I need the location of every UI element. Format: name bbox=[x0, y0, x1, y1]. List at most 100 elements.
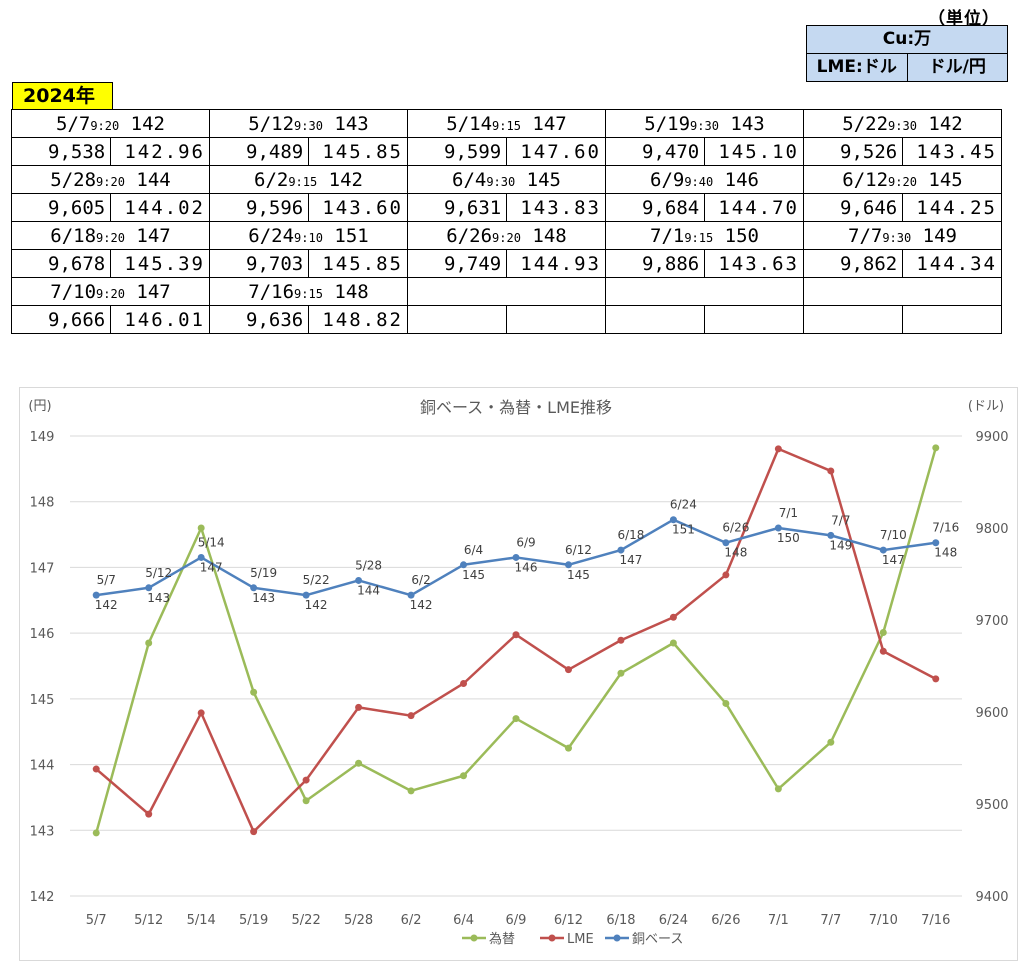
x-tick-label: 7/1 bbox=[768, 913, 789, 928]
data-point bbox=[827, 467, 835, 475]
table-cell-date-base bbox=[803, 277, 1002, 306]
table-row-values: 9,605 144.02 9,596 143.60 9,631 143.83 9,684 14… bbox=[11, 193, 1002, 222]
x-tick-label: 7/16 bbox=[921, 913, 950, 928]
y-left-tick: 149 bbox=[30, 430, 55, 445]
cell-fx: 145.10 bbox=[704, 137, 804, 166]
cell-date: 5/19 bbox=[644, 112, 691, 135]
series-line bbox=[95, 447, 937, 834]
data-point bbox=[197, 524, 205, 532]
table-cell-date-base: 5/289:20 144 bbox=[11, 165, 210, 194]
data-label-value: 149 bbox=[829, 538, 852, 552]
y-left-tick: 144 bbox=[30, 759, 55, 774]
cell-time: 9:20 bbox=[96, 174, 125, 189]
data-point bbox=[617, 636, 625, 644]
cell-time: 9:15 bbox=[492, 118, 521, 133]
data-point bbox=[407, 712, 415, 720]
data-label-value: 150 bbox=[777, 531, 800, 545]
cell-fx: 144.34 bbox=[902, 249, 1002, 278]
cell-date: 5/7 bbox=[56, 112, 91, 135]
data-point bbox=[722, 699, 730, 707]
cell-date: 7/7 bbox=[848, 224, 883, 247]
data-point bbox=[774, 445, 782, 453]
x-tick-label: 6/26 bbox=[711, 913, 740, 928]
data-label-date: 5/22 bbox=[303, 573, 330, 587]
data-point bbox=[932, 444, 940, 452]
cell-fx: 146.01 bbox=[110, 305, 210, 334]
y-right-tick: 9900 bbox=[975, 430, 1008, 445]
cell-base: 147 bbox=[520, 112, 567, 135]
x-tick-label: 7/10 bbox=[869, 913, 898, 928]
data-label-value: 148 bbox=[724, 546, 747, 560]
data-label-value: 148 bbox=[934, 546, 957, 560]
cell-fx: 142.96 bbox=[110, 137, 210, 166]
cell-time: 9:30 bbox=[690, 118, 719, 133]
data-label-value: 142 bbox=[410, 598, 433, 612]
x-tick-label: 6/18 bbox=[606, 913, 635, 928]
data-point bbox=[460, 772, 468, 780]
cell-base: 142 bbox=[916, 112, 963, 135]
cell-time: 9:30 bbox=[888, 118, 917, 133]
table-row-header: 7/109:20 147 7/169:15 148 bbox=[11, 277, 1002, 306]
data-point bbox=[250, 584, 258, 592]
series-line bbox=[95, 447, 937, 833]
price-table: 5/79:20 142 5/129:30 143 5/149:15 147 5/199… bbox=[11, 109, 1002, 334]
data-point bbox=[92, 765, 100, 773]
table-cell-date-base: 5/129:30 143 bbox=[209, 109, 408, 138]
data-point bbox=[617, 546, 625, 554]
data-point bbox=[879, 628, 887, 636]
table-cell-date-base: 6/99:40 146 bbox=[605, 165, 804, 194]
data-point bbox=[879, 546, 887, 554]
data-label-date: 7/10 bbox=[880, 528, 907, 542]
cell-date: 7/10 bbox=[50, 280, 97, 303]
unit-box: Cu:万 LME:ドル ドル/円 bbox=[806, 25, 1008, 82]
cell-time: 9:30 bbox=[486, 174, 516, 189]
cell-date: 7/16 bbox=[248, 280, 295, 303]
data-point bbox=[355, 576, 363, 584]
y-left-tick: 147 bbox=[30, 561, 55, 576]
data-label-date: 5/7 bbox=[97, 573, 116, 587]
cell-time: 9:20 bbox=[90, 118, 120, 133]
cell-lme: 9,631 bbox=[407, 193, 507, 222]
cell-date: 5/28 bbox=[50, 168, 97, 191]
y-left-tick: 142 bbox=[30, 890, 55, 905]
legend-label: LME bbox=[567, 932, 594, 947]
data-point bbox=[250, 688, 258, 696]
cell-time: 9:30 bbox=[294, 118, 323, 133]
cell-fx: 143.83 bbox=[506, 193, 606, 222]
unit-lme: LME:ドル bbox=[807, 54, 908, 81]
cell-lme: 9,703 bbox=[209, 249, 309, 278]
x-tick-label: 5/14 bbox=[187, 913, 216, 928]
data-point bbox=[302, 591, 310, 599]
data-point bbox=[774, 524, 782, 532]
legend-marker bbox=[470, 934, 478, 942]
data-point bbox=[145, 584, 153, 592]
data-point bbox=[669, 613, 677, 621]
data-point bbox=[92, 829, 100, 837]
data-label-value: 143 bbox=[147, 591, 170, 605]
cell-date: 6/9 bbox=[650, 168, 685, 191]
table-row-header: 6/189:20 147 6/249:10 151 6/269:20 148 7/19… bbox=[11, 221, 1002, 250]
cell-lme bbox=[803, 305, 903, 334]
cell-fx bbox=[704, 305, 804, 334]
data-label-value: 142 bbox=[95, 598, 118, 612]
cell-fx bbox=[506, 305, 606, 334]
cell-lme: 9,646 bbox=[803, 193, 903, 222]
cell-fx: 143.45 bbox=[902, 137, 1002, 166]
legend-marker bbox=[613, 934, 621, 942]
cell-fx: 143.60 bbox=[308, 193, 408, 222]
cell-date: 6/12 bbox=[842, 168, 889, 191]
table-cell-date-base: 6/189:20 147 bbox=[11, 221, 210, 250]
cell-base: 143 bbox=[718, 112, 765, 135]
data-point bbox=[827, 738, 835, 746]
data-point bbox=[932, 675, 940, 683]
table-cell-date-base: 7/109:20 147 bbox=[11, 277, 210, 306]
data-label-date: 6/24 bbox=[670, 498, 697, 512]
chart-title: 銅ベース・為替・LME推移 bbox=[420, 398, 612, 417]
cell-fx: 144.93 bbox=[506, 249, 606, 278]
data-point bbox=[145, 639, 153, 647]
cell-date: 7/1 bbox=[650, 224, 685, 247]
data-label-date: 5/12 bbox=[145, 566, 172, 580]
unit-cu: Cu:万 bbox=[807, 26, 1007, 54]
x-tick-label: 5/7 bbox=[86, 913, 107, 928]
cell-base: 150 bbox=[713, 224, 759, 247]
